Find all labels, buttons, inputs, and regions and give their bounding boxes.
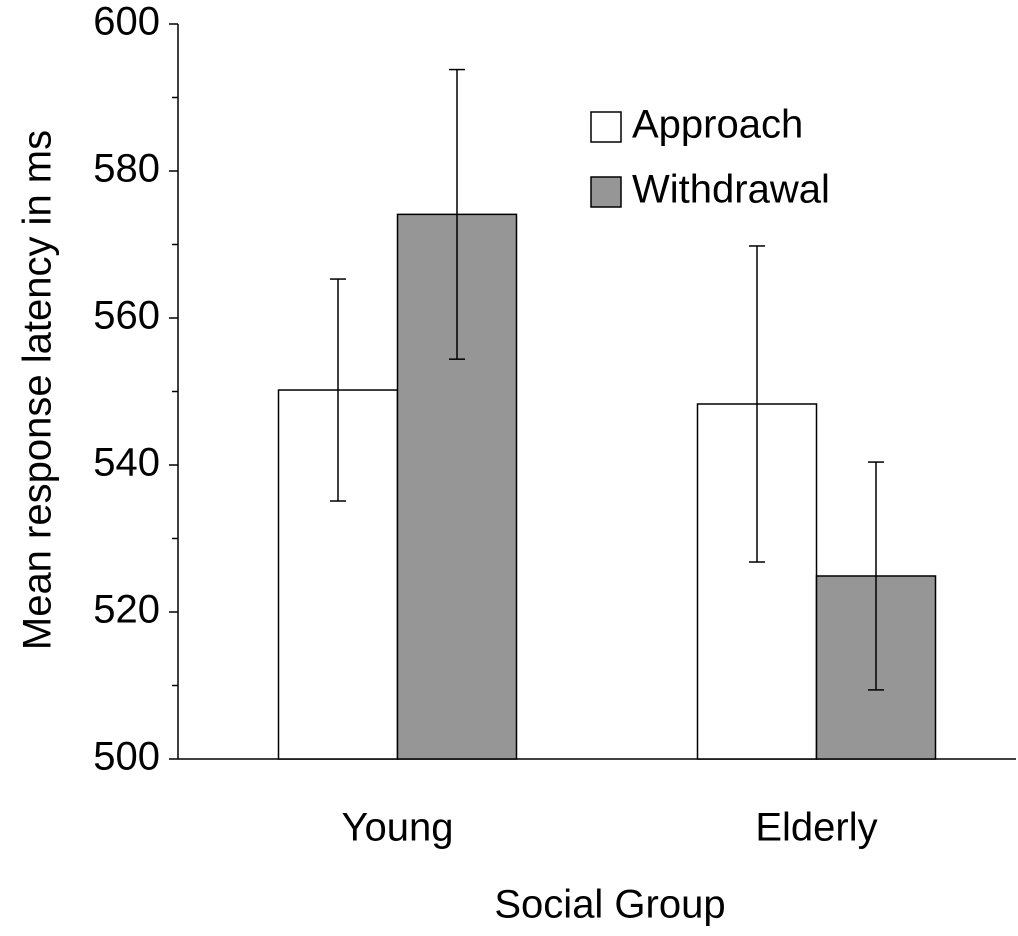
- x-tick-label: Young: [342, 806, 454, 850]
- y-tick-label: 600: [93, 0, 160, 44]
- legend-label: Approach: [632, 103, 803, 147]
- y-tick-label: 500: [93, 735, 160, 779]
- y-tick-label: 580: [93, 147, 160, 191]
- legend-swatch: [590, 111, 622, 143]
- x-tick-label: Elderly: [755, 806, 877, 850]
- error-bar: [868, 461, 884, 691]
- error-bar: [330, 278, 346, 502]
- legend-swatch: [590, 176, 622, 208]
- y-tick-label: 520: [93, 588, 160, 632]
- legend-label: Withdrawal: [632, 168, 830, 212]
- y-tick-label: 540: [93, 441, 160, 485]
- error-bar: [749, 245, 765, 563]
- error-bar: [449, 68, 465, 360]
- y-axis-label: Mean response latency in ms: [16, 130, 60, 650]
- y-tick-label: 560: [93, 294, 160, 338]
- x-axis-label: Social Group: [494, 883, 725, 927]
